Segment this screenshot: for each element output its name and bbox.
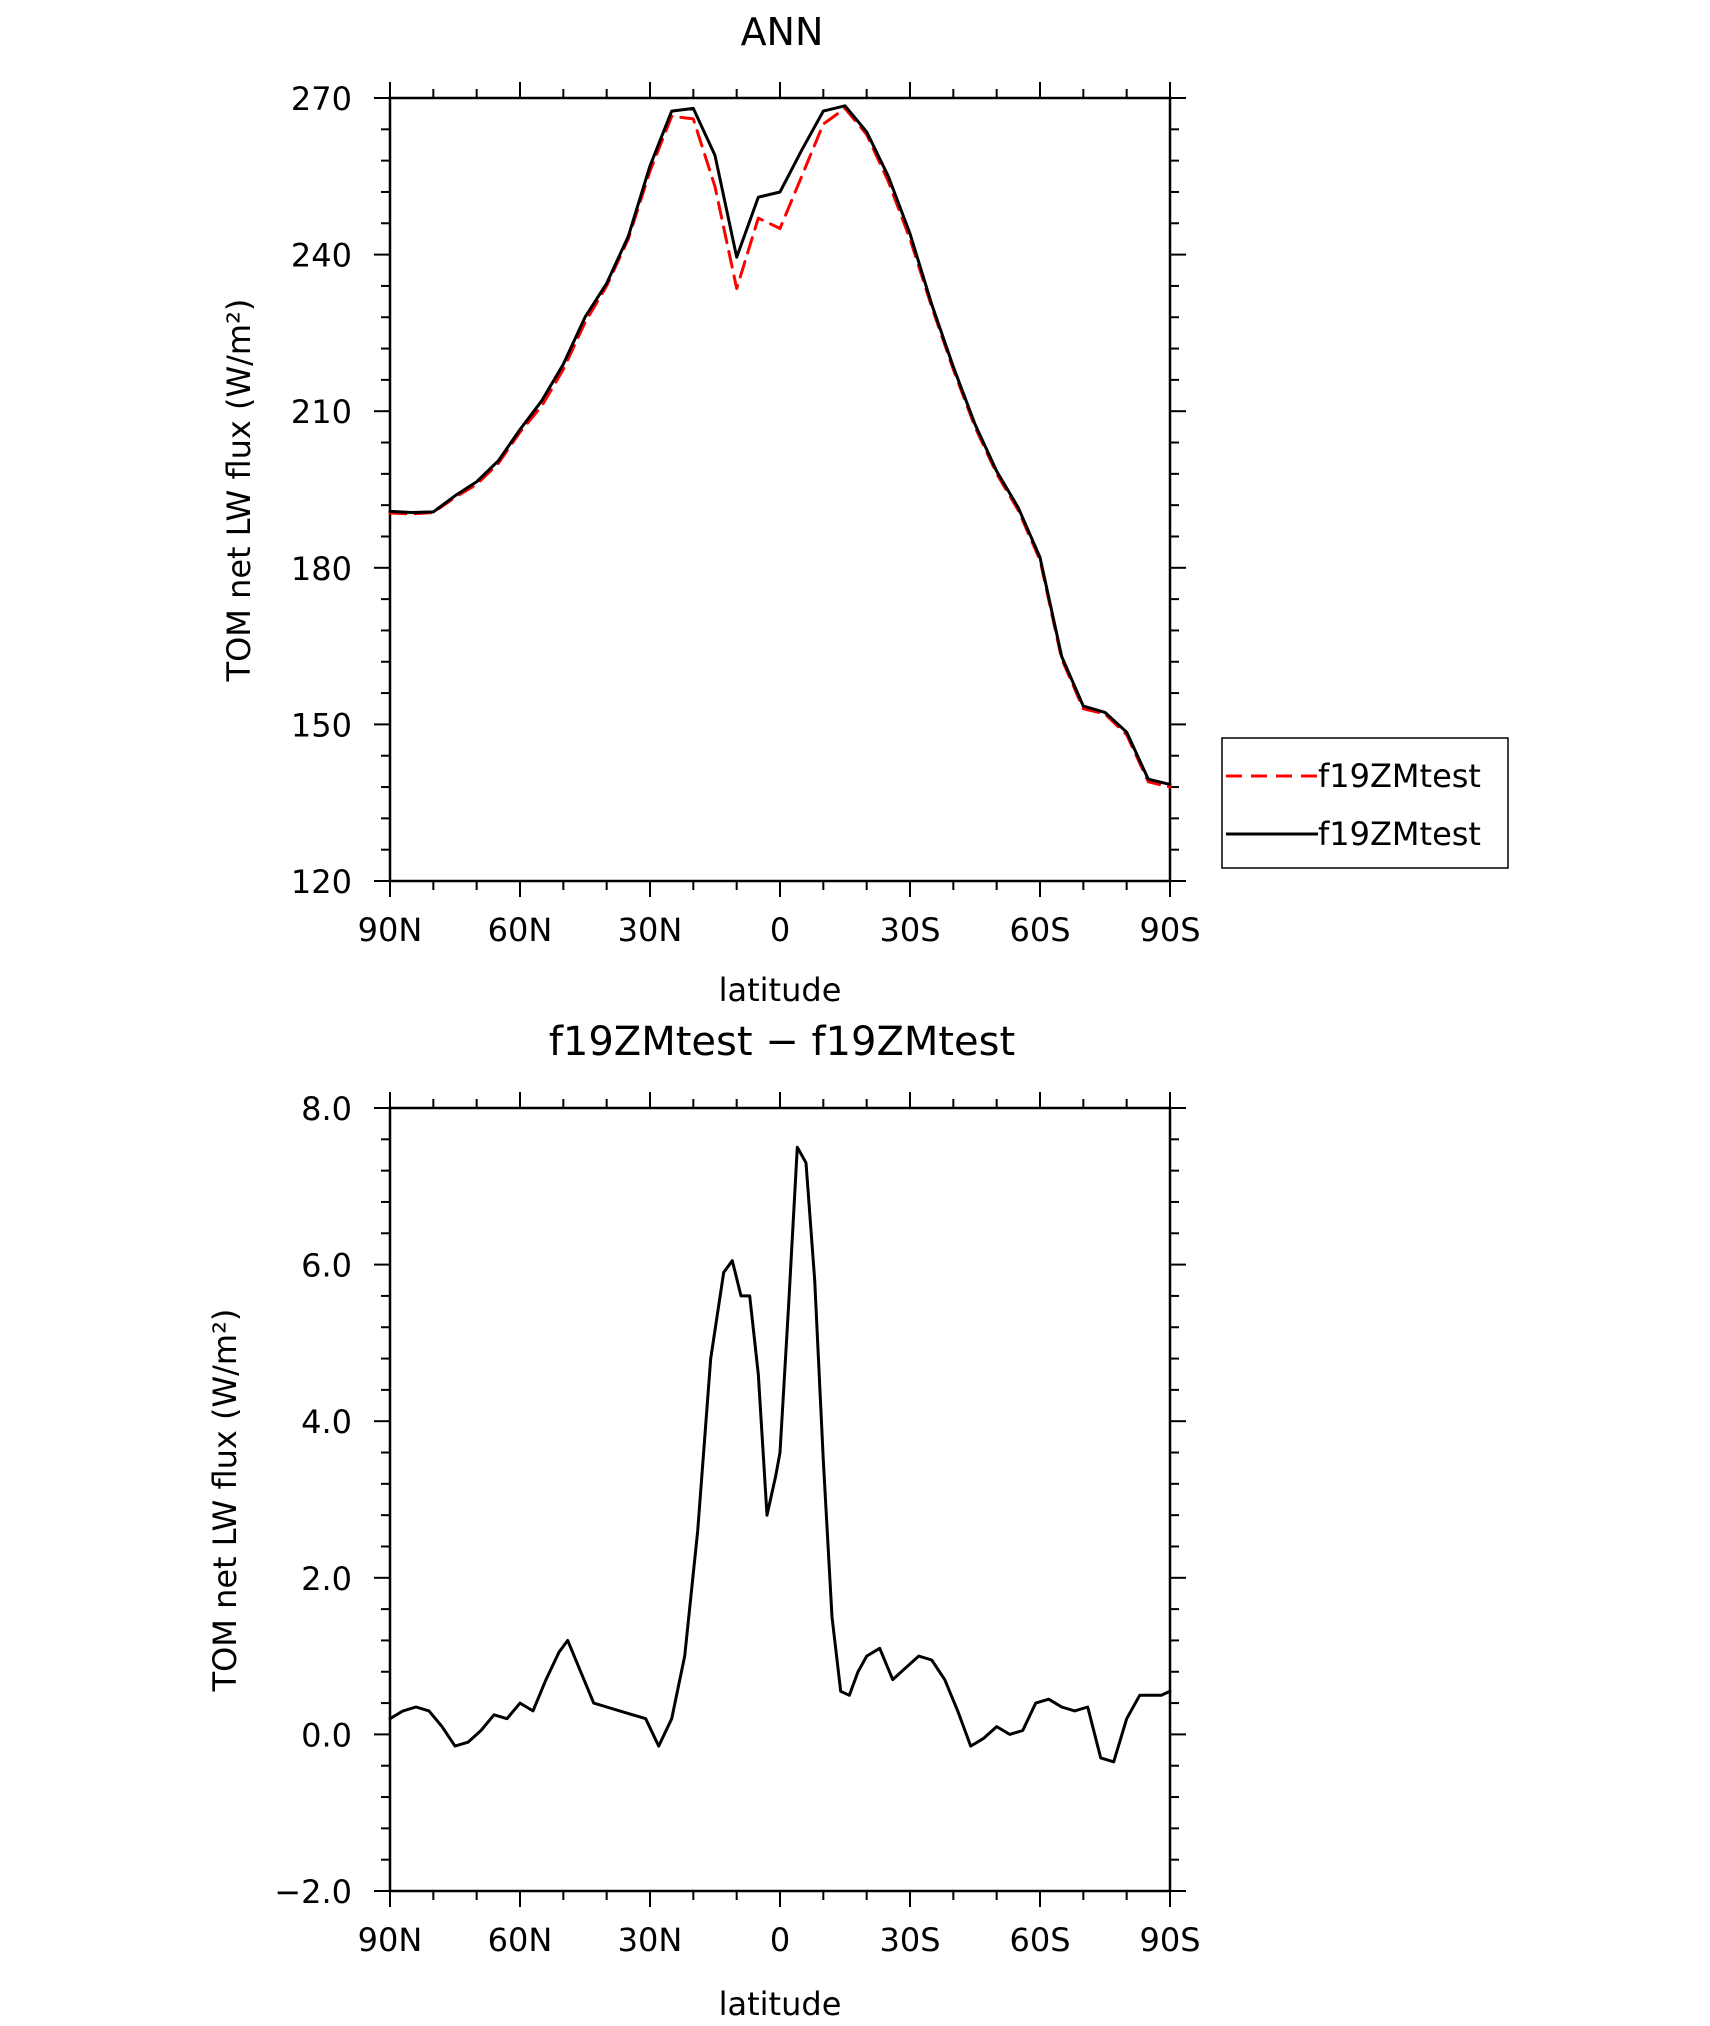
y-tick-label: 120	[291, 863, 352, 901]
panel-bottom-x-tick-labels: 90N 60N 30N 0 30S 60S 90S	[358, 1921, 1201, 1959]
x-tick-label: 90S	[1139, 1921, 1200, 1959]
y-tick-label: −2.0	[274, 1873, 352, 1911]
x-tick-label: 30S	[879, 911, 940, 949]
x-tick-label: 60S	[1009, 911, 1070, 949]
panel-bottom-axis-ticks	[374, 1092, 1186, 1907]
legend: f19ZMtest f19ZMtest	[1221, 737, 1509, 869]
x-tick-label: 30N	[618, 911, 683, 949]
x-tick-label: 0	[770, 1921, 790, 1959]
y-tick-label: 210	[291, 393, 352, 431]
panel-top-title: ANN	[741, 10, 824, 54]
y-tick-label: 0.0	[301, 1716, 352, 1754]
panel-top-axis-ticks	[374, 82, 1186, 897]
panel-bottom: f19ZMtest − f19ZMtest −2.0 0.0 2.0 4.0 6.0 8.…	[206, 1019, 1201, 2023]
panel-top-x-tick-labels: 90N 60N 30N 0 30S 60S 90S	[358, 911, 1201, 949]
y-tick-label: 240	[291, 237, 352, 275]
x-tick-label: 0	[770, 911, 790, 949]
x-tick-label: 90N	[358, 911, 423, 949]
x-tick-label: 90S	[1139, 911, 1200, 949]
panel-top-xlabel: latitude	[719, 971, 842, 1009]
panel-top-series	[388, 104, 1172, 789]
x-tick-label: 30N	[618, 1921, 683, 1959]
x-tick-label: 60N	[488, 1921, 553, 1959]
y-tick-label: 180	[291, 550, 352, 588]
series-line-1	[388, 1145, 1172, 1764]
panel-bottom-title: f19ZMtest − f19ZMtest	[549, 1019, 1015, 1065]
x-tick-label: 30S	[879, 1921, 940, 1959]
y-tick-label: 4.0	[301, 1403, 352, 1441]
legend-box	[1221, 737, 1509, 869]
panel-top-ylabel: TOM net LW flux (W/m²)	[220, 299, 258, 683]
x-tick-label: 60N	[488, 911, 553, 949]
panel-bottom-xlabel: latitude	[719, 1985, 842, 2021]
panel-bottom-frame	[388, 1106, 1172, 1893]
x-tick-label: 90N	[358, 1921, 423, 1959]
y-tick-label: 270	[291, 80, 352, 118]
legend-label-2: f19ZMtest	[1318, 815, 1481, 853]
y-tick-label: 6.0	[301, 1247, 352, 1285]
y-tick-label: 8.0	[301, 1090, 352, 1128]
panel-top-y-tick-labels: 120 150 180 210 240 270	[291, 80, 352, 901]
panel-top-frame	[388, 96, 1172, 883]
panel-bottom-ylabel: TOM net LW flux (W/m²)	[206, 1309, 244, 1693]
panel-bottom-series	[388, 1145, 1172, 1764]
y-tick-label: 2.0	[301, 1560, 352, 1598]
y-tick-label: 150	[291, 706, 352, 744]
legend-label-1: f19ZMtest	[1318, 757, 1481, 795]
panel-bottom-y-tick-labels: −2.0 0.0 2.0 4.0 6.0 8.0	[274, 1090, 352, 1911]
x-tick-label: 60S	[1009, 1921, 1070, 1959]
series-line-2	[388, 104, 1172, 786]
